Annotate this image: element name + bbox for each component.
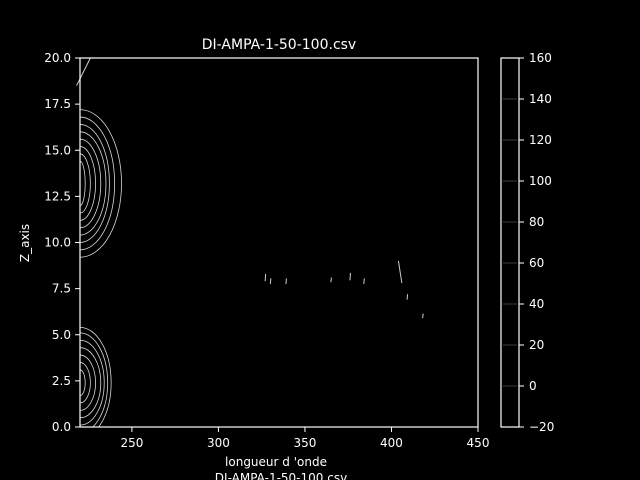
colorbar-tick-label: 60 (529, 256, 544, 270)
contour-fragment (422, 313, 424, 319)
contour-line-lower-peak (80, 354, 96, 411)
y-tick-label: 7.5 (52, 282, 71, 296)
contour-line-upper-peak (80, 160, 86, 206)
contour-fragment (397, 260, 403, 284)
colorbar-tick-label: 40 (529, 297, 544, 311)
y-tick-label: 5.0 (52, 328, 71, 342)
colorbar-tick-label: −20 (529, 420, 554, 434)
colorbar-tick-label: 120 (529, 133, 552, 147)
colorbar-tick-label: 100 (529, 174, 552, 188)
contour-line-upper-peak (80, 116, 115, 251)
colorbar-tick-label: 160 (529, 51, 552, 65)
contour-fragment (76, 57, 91, 86)
chart-title: DI-AMPA-1-50-100.csv (202, 37, 356, 53)
y-tick-label: 0.0 (52, 420, 71, 434)
y-tick-label: 17.5 (44, 97, 71, 111)
contour-line-lower-peak (80, 369, 86, 397)
contour-line-lower-peak (80, 326, 112, 427)
x-tick-label: 250 (120, 436, 143, 450)
y-tick-label: 20.0 (44, 51, 71, 65)
colorbar-tick-label: 140 (529, 92, 552, 106)
colorbar-tick-label: 80 (529, 215, 544, 229)
x-tick-label: 450 (467, 436, 490, 450)
x-axis-label: longueur d 'onde (225, 455, 327, 469)
contour-fragment (285, 278, 287, 285)
y-tick-label: 12.5 (44, 189, 71, 203)
x-tick-label: 300 (207, 436, 230, 450)
contour-fragment (349, 272, 351, 281)
contour-fragment (330, 277, 332, 283)
contour-fragment (264, 273, 267, 282)
colorbar-frame (500, 57, 520, 428)
contour-line-lower-peak (80, 339, 105, 426)
x-axis-label-secondary: DI-AMPA-1-50-100.csv (215, 471, 347, 480)
x-tick-label: 350 (294, 436, 317, 450)
y-axis-label: Z_axis (18, 224, 32, 262)
noise-segments (76, 57, 424, 319)
y-tick-label: 2.5 (52, 374, 71, 388)
y-tick-label: 15.0 (44, 143, 71, 157)
contour-fragment (406, 294, 409, 300)
colorbar-tick-label: 20 (529, 338, 544, 352)
contour-line-lower-peak (80, 332, 109, 427)
contour-line-upper-peak (80, 109, 122, 258)
x-tick-label: 400 (380, 436, 403, 450)
contour-fragment (269, 278, 272, 285)
contour-fragment (363, 278, 365, 285)
colorbar: −20 0 20 40 60 80 100 120 140 160 (500, 51, 554, 434)
colorbar-tick-label: 0 (529, 379, 537, 393)
contour-line-upper-peak (80, 146, 96, 221)
plot-frame (79, 57, 479, 428)
y-tick-label: 10.0 (44, 236, 71, 250)
y-axis: 0.0 2.5 5.0 7.5 10.0 12.5 15.0 17.5 20.0 (44, 51, 80, 434)
x-axis: 250 300 350 400 450 (120, 427, 489, 450)
contour-line-upper-peak (80, 138, 102, 229)
contour-line-lower-peak (80, 347, 102, 419)
